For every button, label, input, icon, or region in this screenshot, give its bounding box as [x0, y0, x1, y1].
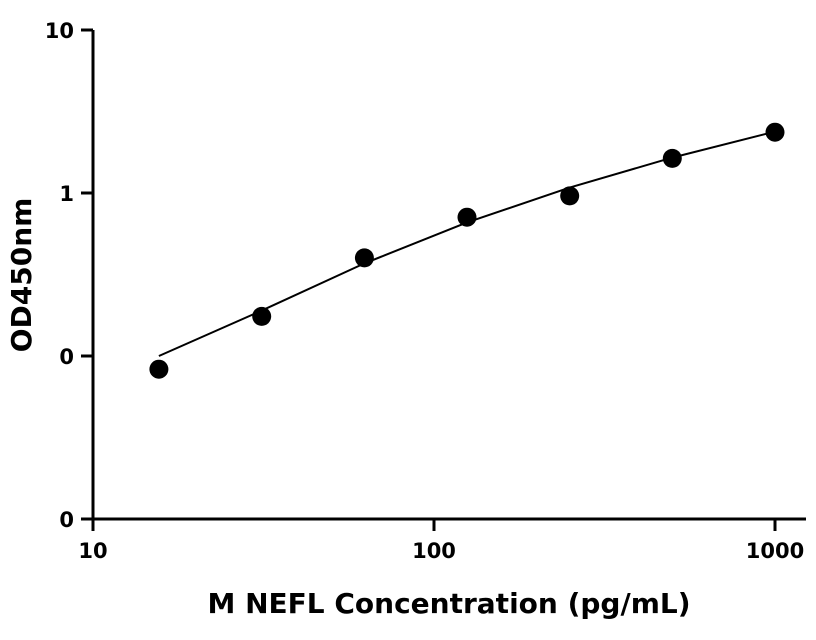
data-point: [457, 207, 477, 227]
y-tick-label: 0: [59, 508, 74, 532]
y-tick-label: 1: [59, 182, 74, 206]
data-point: [560, 186, 580, 206]
x-tick-label: 100: [412, 539, 456, 563]
data-point: [354, 248, 374, 268]
x-axis-title: M NEFL Concentration (pg/mL): [207, 587, 690, 620]
x-tick-label: 10: [78, 539, 107, 563]
data-point: [765, 122, 785, 142]
y-tick-label: 0: [59, 345, 74, 369]
y-axis: 0 0 1 10: [45, 19, 95, 532]
x-tick-label: 1000: [746, 539, 804, 563]
fit-curve-line: [158, 130, 776, 357]
x-axis: 10 100 1000: [78, 517, 806, 563]
data-point: [662, 148, 682, 168]
y-tick-label: 10: [45, 19, 74, 43]
data-point: [149, 359, 169, 379]
y-axis-title: OD450nm: [5, 198, 38, 353]
data-point: [252, 306, 272, 326]
